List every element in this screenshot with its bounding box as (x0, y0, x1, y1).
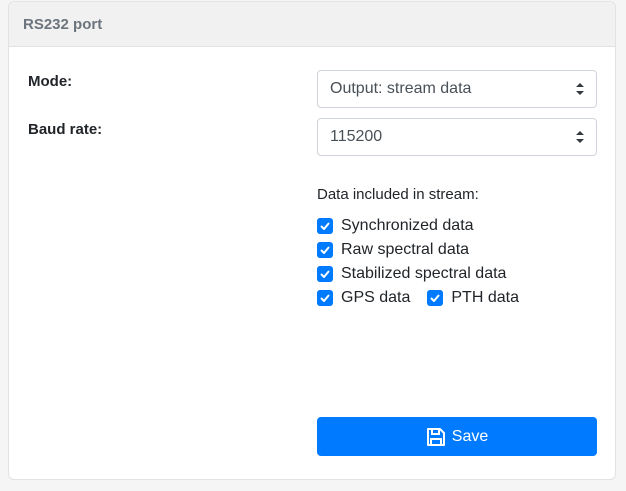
checkbox-gps-data[interactable]: GPS data (317, 289, 410, 307)
save-button-label: Save (451, 427, 489, 445)
checkbox-pth-data[interactable]: PTH data (427, 289, 519, 307)
check-icon[interactable] (317, 290, 333, 306)
baud-rate-select[interactable]: 115200 (317, 118, 597, 156)
check-icon[interactable] (317, 242, 333, 258)
stream-data-title: Data included in stream: (317, 186, 479, 203)
checkbox-label: Synchronized data (341, 217, 474, 234)
checkbox-label: GPS data (341, 289, 411, 306)
checkbox-raw-spectral-data[interactable]: Raw spectral data (317, 241, 469, 259)
save-button[interactable]: Save (317, 417, 597, 456)
rs232-port-card: RS232 port Mode: Output: stream data Bau… (8, 1, 616, 480)
baud-rate-select-value: 115200 (330, 128, 383, 145)
mode-select[interactable]: Output: stream data (317, 70, 597, 108)
checkbox-stabilized-spectral-data[interactable]: Stabilized spectral data (317, 265, 506, 283)
checkbox-label: PTH data (451, 289, 519, 306)
select-arrows-icon (576, 83, 584, 95)
check-icon[interactable] (317, 218, 333, 234)
check-icon[interactable] (317, 266, 333, 282)
checkbox-label: Raw spectral data (341, 241, 470, 258)
baud-rate-label: Baud rate: (28, 121, 103, 138)
select-arrows-icon (576, 131, 584, 143)
mode-label: Mode: (28, 73, 73, 90)
floppy-disk-icon (426, 427, 445, 446)
mode-select-value: Output: stream data (330, 80, 472, 97)
check-icon[interactable] (427, 290, 444, 306)
checkbox-synchronized-data[interactable]: Synchronized data (317, 217, 474, 235)
card-title: RS232 port (9, 2, 615, 47)
checkbox-label: Stabilized spectral data (341, 265, 507, 282)
